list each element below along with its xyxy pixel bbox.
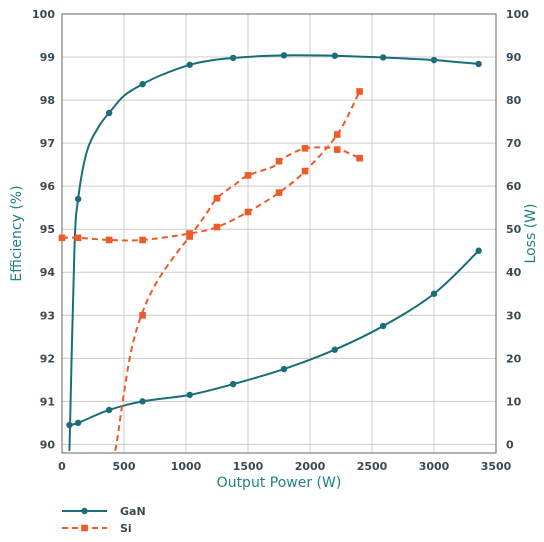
data-point: [139, 398, 146, 405]
series-gan-efficiency: [68, 52, 482, 451]
data-point: [430, 290, 438, 297]
data-point: [333, 146, 341, 153]
grid: [61, 13, 497, 453]
series-layer: [58, 52, 482, 452]
y-left-tick-label: 94: [40, 266, 56, 279]
y-axis-left-title: Efficiency (%): [9, 185, 25, 281]
legend: GaN Si: [62, 505, 146, 535]
y-right-tick-label: 80: [506, 94, 522, 107]
y-right-tick-label: 40: [506, 266, 522, 279]
y-right-tick-label: 90: [506, 51, 522, 64]
y-right-tick-label: 100: [506, 8, 529, 21]
data-point: [275, 157, 283, 165]
data-point: [356, 88, 363, 95]
y-left-tick-label: 91: [40, 395, 55, 408]
data-point: [475, 60, 482, 68]
data-point: [244, 208, 252, 216]
series-si-loss: [58, 88, 363, 244]
y-right-tick-label: 70: [506, 137, 522, 150]
tick-labels: 0 500 1000 1500 2000 2500 3000 3500909192939495…: [32, 8, 529, 473]
y-left-tick-label: 93: [40, 309, 55, 322]
data-point: [186, 61, 193, 68]
data-point: [139, 236, 146, 244]
data-point: [379, 322, 387, 330]
data-point: [139, 80, 146, 88]
data-point: [186, 391, 193, 399]
y-left-tick-label: 99: [40, 51, 55, 64]
y-right-tick-label: 50: [506, 223, 522, 236]
y-left-tick-label: 98: [40, 94, 55, 107]
x-tick-label: 2000: [295, 460, 326, 473]
x-tick-label: 1500: [233, 460, 264, 473]
series-line-gan-loss: [69, 250, 480, 427]
y-left-tick-label: 90: [40, 438, 56, 451]
data-point: [280, 365, 288, 373]
data-point: [74, 195, 82, 203]
data-point: [301, 167, 309, 175]
data-point: [186, 230, 194, 237]
data-point: [74, 419, 82, 427]
legend-marker: [81, 507, 88, 515]
data-point: [244, 172, 252, 179]
data-point: [229, 380, 237, 388]
data-point: [280, 52, 288, 59]
data-point: [139, 311, 146, 319]
y-right-tick-label: 30: [506, 309, 522, 322]
legend-label: GaN: [120, 505, 146, 518]
x-tick-label: 3000: [419, 460, 450, 473]
x-tick-label: 0: [58, 460, 66, 473]
series-line-si-loss: [61, 91, 361, 242]
data-point: [213, 194, 221, 202]
data-point: [74, 234, 82, 242]
series-line-gan-efficiency: [68, 54, 479, 451]
data-point: [229, 54, 237, 62]
y-left-tick-label: 95: [40, 223, 55, 236]
data-point: [331, 52, 338, 59]
y-right-tick-label: 10: [506, 395, 522, 408]
x-tick-label: 500: [113, 460, 136, 473]
x-tick-label: 2500: [357, 460, 388, 473]
data-point: [301, 144, 309, 152]
data-point: [105, 236, 113, 244]
y-axis-right-title: Loss (W): [523, 204, 539, 264]
data-point: [275, 189, 283, 196]
data-point: [66, 421, 73, 429]
plot-area: [61, 13, 497, 454]
legend-label: Si: [120, 522, 132, 535]
y-right-tick-label: 0: [506, 438, 514, 451]
legend-marker: [81, 524, 88, 532]
data-point: [333, 131, 341, 138]
data-point: [105, 406, 113, 414]
series-si-efficiency: [114, 144, 363, 452]
data-point: [356, 154, 363, 162]
x-tick-label: 1000: [171, 460, 202, 473]
series-gan-loss: [66, 247, 482, 429]
data-point: [475, 247, 482, 254]
data-point: [105, 109, 113, 117]
y-right-tick-label: 20: [506, 352, 522, 365]
legend-item-si: Si: [62, 522, 132, 535]
y-left-tick-label: 96: [40, 180, 56, 193]
y-right-tick-label: 60: [506, 180, 522, 193]
series-line-si-efficiency: [114, 146, 361, 452]
x-tick-label: 3500: [481, 460, 512, 473]
y-left-tick-label: 92: [40, 352, 55, 365]
data-point: [379, 54, 387, 61]
y-left-tick-label: 100: [32, 8, 55, 21]
y-left-tick-label: 97: [40, 137, 55, 150]
data-point: [331, 346, 338, 353]
data-point: [430, 56, 438, 64]
legend-item-gan: GaN: [62, 505, 146, 518]
data-point: [58, 234, 66, 242]
data-point: [213, 223, 221, 231]
x-axis-title: Output Power (W): [217, 475, 342, 491]
